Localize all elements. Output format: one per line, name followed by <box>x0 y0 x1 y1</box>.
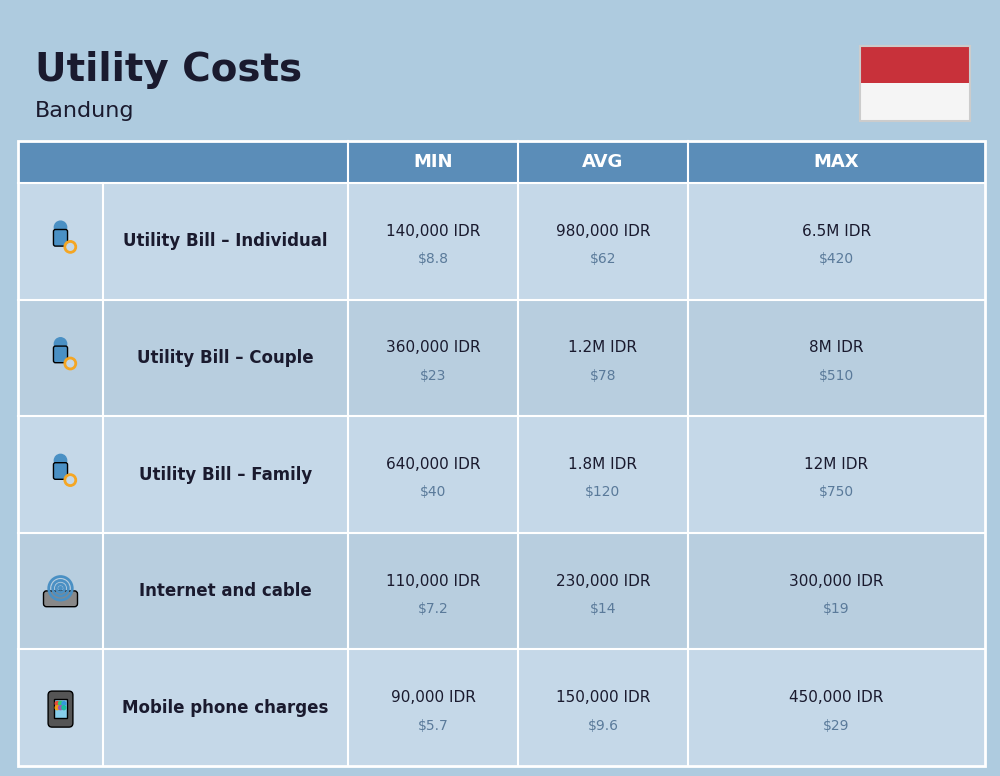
Circle shape <box>62 702 66 705</box>
Text: $29: $29 <box>823 719 850 733</box>
Text: 8M IDR: 8M IDR <box>809 341 864 355</box>
Circle shape <box>54 338 67 350</box>
Circle shape <box>64 474 76 487</box>
Circle shape <box>62 705 66 710</box>
Text: $120: $120 <box>585 486 621 500</box>
Text: MAX: MAX <box>814 153 859 171</box>
Text: Mobile phone charges: Mobile phone charges <box>122 698 329 717</box>
Text: 6.5M IDR: 6.5M IDR <box>802 223 871 239</box>
Text: $750: $750 <box>819 486 854 500</box>
Text: Utility Bill – Family: Utility Bill – Family <box>139 466 312 483</box>
FancyBboxPatch shape <box>18 141 348 183</box>
Text: 12M IDR: 12M IDR <box>804 457 869 472</box>
Text: $62: $62 <box>590 252 616 266</box>
FancyBboxPatch shape <box>54 699 67 718</box>
Text: 640,000 IDR: 640,000 IDR <box>386 457 480 472</box>
Text: 90,000 IDR: 90,000 IDR <box>391 690 475 705</box>
Text: Utility Bill – Individual: Utility Bill – Individual <box>123 232 328 251</box>
FancyBboxPatch shape <box>18 416 985 533</box>
Text: 140,000 IDR: 140,000 IDR <box>386 223 480 239</box>
Text: 230,000 IDR: 230,000 IDR <box>556 573 650 589</box>
Text: Utility Bill – Couple: Utility Bill – Couple <box>137 349 314 367</box>
FancyBboxPatch shape <box>860 84 970 121</box>
FancyBboxPatch shape <box>53 346 68 362</box>
Circle shape <box>54 454 67 466</box>
FancyBboxPatch shape <box>18 141 985 183</box>
Text: $23: $23 <box>420 369 446 383</box>
Circle shape <box>67 360 74 367</box>
FancyBboxPatch shape <box>48 691 73 727</box>
Circle shape <box>67 476 74 483</box>
Text: $420: $420 <box>819 252 854 266</box>
Text: Bandung: Bandung <box>35 101 134 121</box>
FancyBboxPatch shape <box>18 650 985 766</box>
Circle shape <box>64 357 76 369</box>
Text: Internet and cable: Internet and cable <box>139 582 312 600</box>
Text: $7.2: $7.2 <box>418 602 448 616</box>
Text: $8.8: $8.8 <box>418 252 448 266</box>
Circle shape <box>54 221 67 234</box>
FancyBboxPatch shape <box>53 230 68 246</box>
FancyBboxPatch shape <box>53 462 68 480</box>
FancyBboxPatch shape <box>860 46 970 84</box>
Circle shape <box>59 705 62 710</box>
Text: AVG: AVG <box>582 153 624 171</box>
Text: $14: $14 <box>590 602 616 616</box>
Text: 360,000 IDR: 360,000 IDR <box>386 341 480 355</box>
FancyBboxPatch shape <box>18 300 985 416</box>
Text: 980,000 IDR: 980,000 IDR <box>556 223 650 239</box>
Text: 1.8M IDR: 1.8M IDR <box>568 457 637 472</box>
FancyBboxPatch shape <box>18 533 985 650</box>
Circle shape <box>64 241 76 253</box>
Text: Utility Costs: Utility Costs <box>35 51 302 89</box>
Text: 150,000 IDR: 150,000 IDR <box>556 690 650 705</box>
Text: 1.2M IDR: 1.2M IDR <box>568 341 637 355</box>
Text: $9.6: $9.6 <box>587 719 618 733</box>
Circle shape <box>55 702 59 705</box>
Text: 300,000 IDR: 300,000 IDR <box>789 573 884 589</box>
Text: $40: $40 <box>420 486 446 500</box>
Text: 450,000 IDR: 450,000 IDR <box>789 690 884 705</box>
Text: $5.7: $5.7 <box>418 719 448 733</box>
Circle shape <box>59 587 62 590</box>
Text: $19: $19 <box>823 602 850 616</box>
Circle shape <box>55 705 59 710</box>
Text: 110,000 IDR: 110,000 IDR <box>386 573 480 589</box>
Text: $510: $510 <box>819 369 854 383</box>
Text: $78: $78 <box>590 369 616 383</box>
Circle shape <box>67 244 74 250</box>
Circle shape <box>59 702 62 705</box>
Text: MIN: MIN <box>413 153 453 171</box>
FancyBboxPatch shape <box>44 591 77 607</box>
FancyBboxPatch shape <box>18 183 985 300</box>
